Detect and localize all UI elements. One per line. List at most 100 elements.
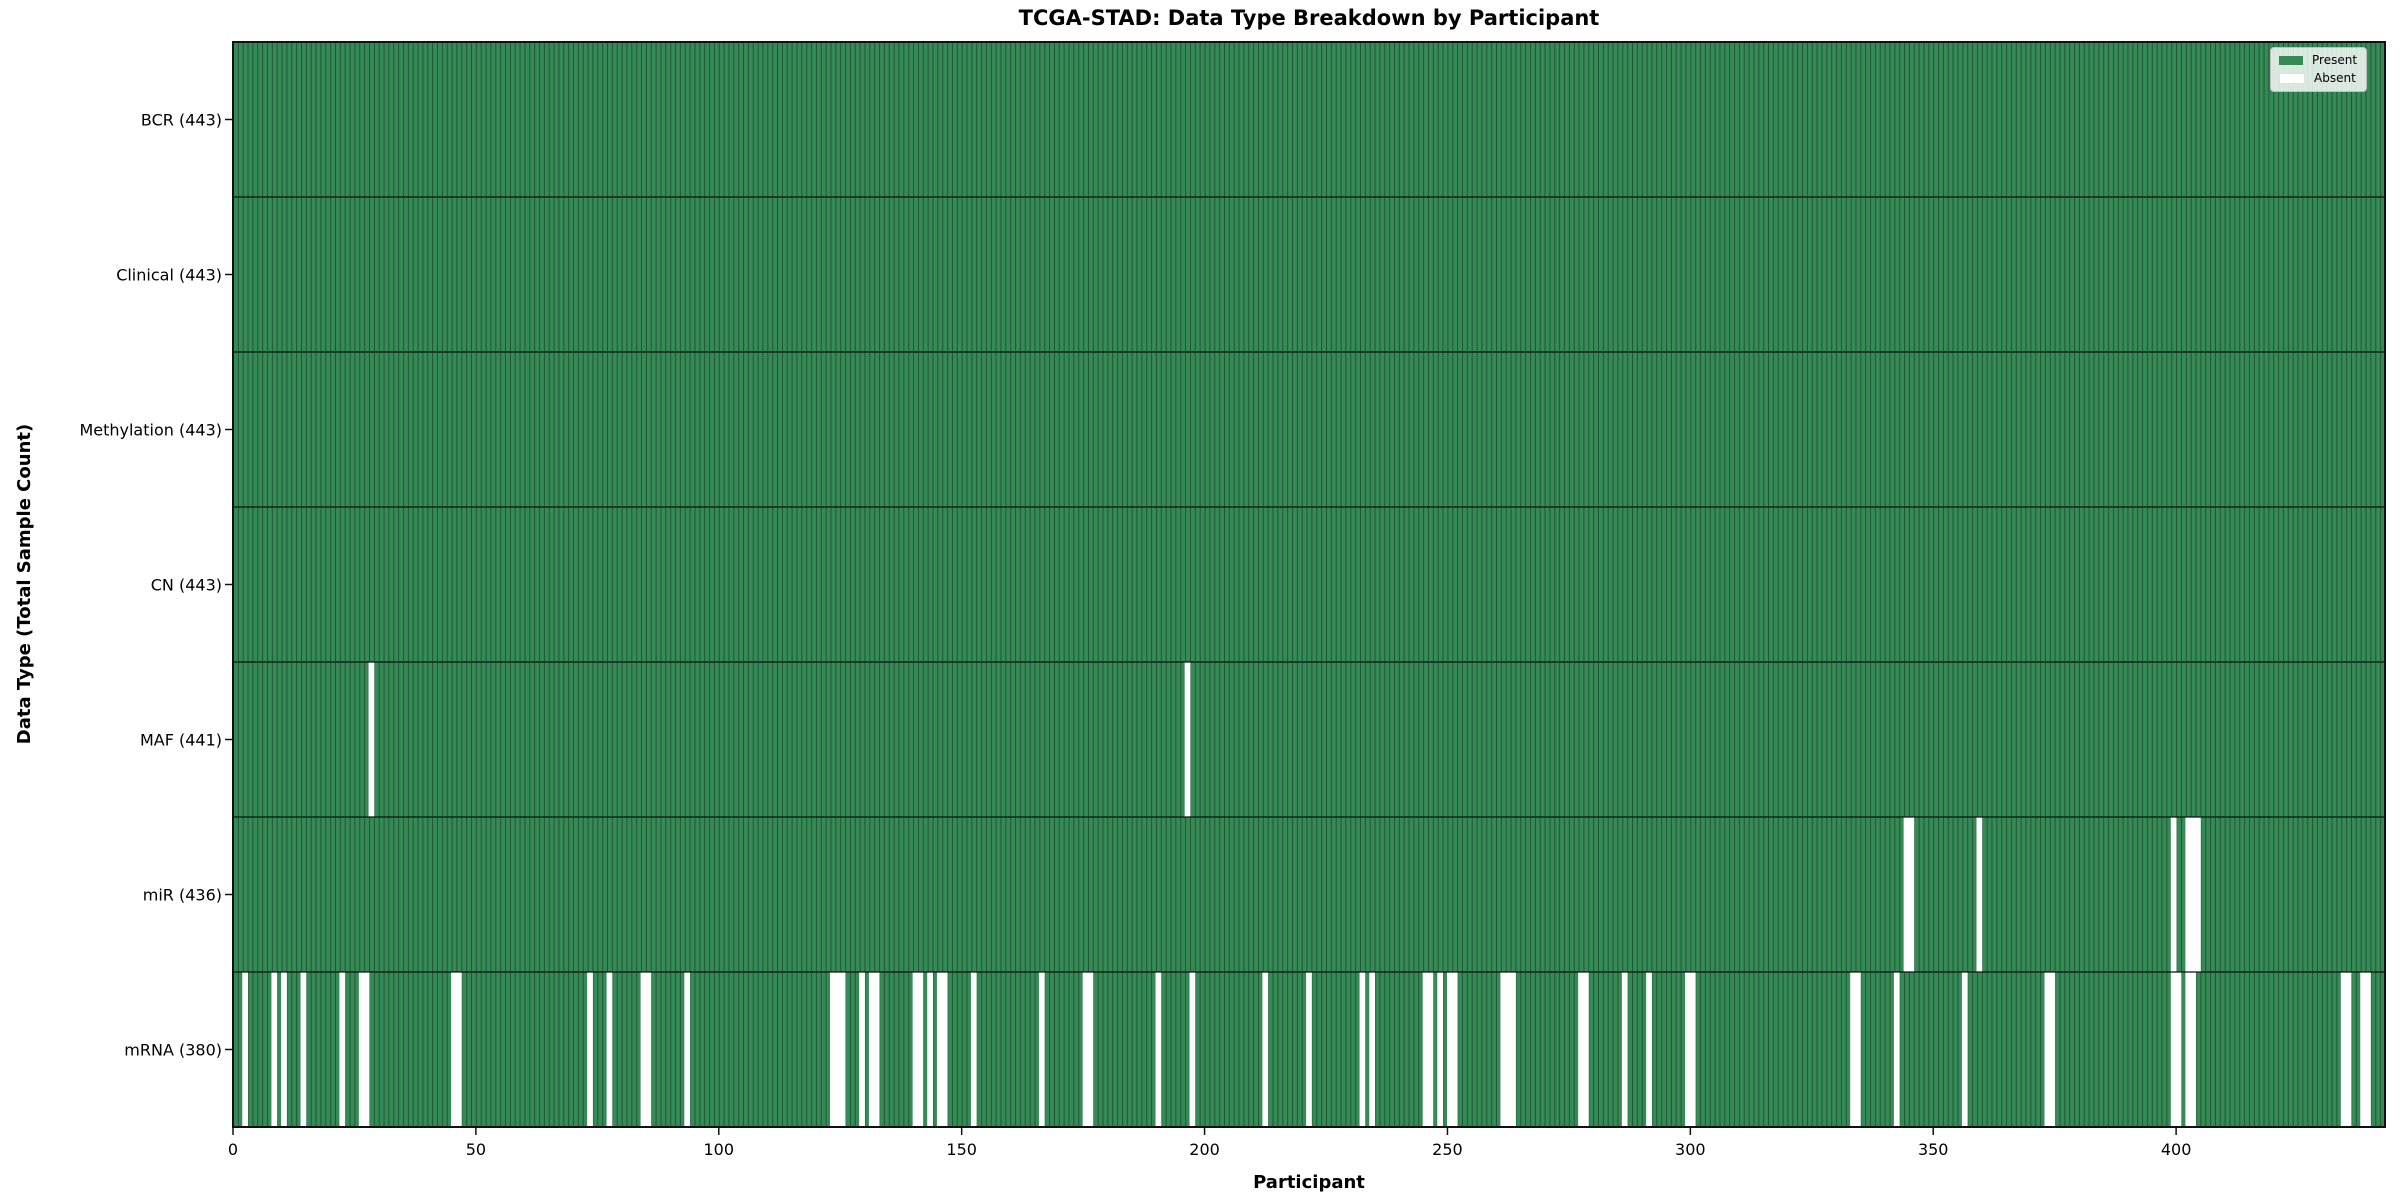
absent-stripe-mRNA-263 [1510,972,1516,1127]
absent-stripe-mRNA-26 [358,972,365,1127]
x-tick-label-300: 300 [1675,1140,1706,1159]
x-axis-label: Participant [1253,1172,1365,1193]
plot-area [225,41,2386,1135]
absent-stripe-mRNA-342 [1893,972,1900,1127]
absent-stripe-mRNA-93 [684,972,691,1127]
absent-stripe-MAF-196 [1184,662,1191,817]
absent-stripe-mRNA-262 [1505,972,1512,1127]
absent-stripe-miR-359 [1976,817,1983,972]
absent-stripe-mRNA-403 [2190,972,2196,1127]
absent-stripe-mRNA-2 [242,972,249,1127]
legend-label-present: Present [2312,53,2358,67]
absent-stripe-mRNA-197 [1189,972,1196,1127]
absent-stripe-mRNA-439 [2365,972,2371,1127]
absent-stripe-miR-344 [1903,817,1910,972]
absent-stripe-mRNA-333 [1850,972,1856,1127]
absent-stripe-mRNA-77 [606,972,613,1127]
absent-stripe-mRNA-373 [2044,972,2051,1127]
absent-stripe-mRNA-143 [927,972,933,1127]
y-tick-label-CN: CN (443) [150,575,222,594]
x-tick-label-250: 250 [1432,1140,1463,1159]
absent-stripe-mRNA-291 [1646,972,1652,1127]
y-tick-label-mRNA: mRNA (380) [124,1040,222,1059]
absent-stripe-mRNA-73 [587,972,593,1127]
absent-stripe-mRNA-166 [1038,972,1045,1127]
legend: Present Absent [2270,47,2368,92]
absent-stripe-mRNA-245 [1422,972,1429,1127]
absent-stripe-mRNA-85 [645,972,652,1127]
absent-stripe-mRNA-399 [2170,972,2177,1127]
absent-swatch [2279,73,2305,84]
absent-stripe-mRNA-46 [456,972,462,1127]
absent-stripe-mRNA-402 [2185,972,2192,1127]
absent-stripe-mRNA-374 [2049,972,2056,1127]
absent-stripe-mRNA-84 [640,972,647,1127]
present-swatch [2279,56,2303,65]
absent-stripe-mRNA-141 [917,972,924,1127]
absent-stripe-mRNA-300 [1689,972,1696,1127]
absent-stripe-mRNA-356 [1961,972,1968,1127]
x-tick-label-400: 400 [2160,1140,2192,1159]
absent-stripe-mRNA-435 [2345,972,2352,1127]
absent-stripe-miR-402 [2185,817,2192,972]
absent-stripe-miR-404 [2195,817,2201,972]
absent-stripe-mRNA-140 [912,972,919,1127]
absent-stripe-miR-345 [1908,817,1915,972]
absent-stripe-MAF-28 [368,662,375,817]
absent-stripe-mRNA-221 [1306,972,1312,1127]
legend-item-absent: Absent [2279,72,2357,85]
absent-stripe-mRNA-438 [2360,972,2367,1127]
absent-stripe-mRNA-146 [941,972,948,1127]
y-tick-label-BCR: BCR (443) [140,110,222,129]
absent-stripe-mRNA-251 [1451,972,1458,1127]
y-tick-label-Clinical: Clinical (443) [116,265,222,284]
absent-stripe-mRNA-246 [1427,972,1434,1127]
absent-stripe-mRNA-190 [1155,972,1162,1127]
chart-title: TCGA-STAD: Data Type Breakdown by Partic… [1018,6,1600,30]
x-tick-label-200: 200 [1189,1140,1220,1159]
presence-matrix [225,41,2386,1135]
x-tick-label-350: 350 [1917,1140,1949,1159]
x-tick-label-0: 0 [227,1140,239,1159]
absent-stripe-mRNA-22 [339,972,346,1127]
absent-stripe-mRNA-45 [451,972,457,1127]
absent-stripe-mRNA-286 [1621,972,1628,1127]
legend-label-absent: Absent [2314,71,2356,85]
y-tick-label-miR: miR (436) [142,885,222,904]
x-tick-label-50: 50 [465,1140,487,1159]
absent-stripe-mRNA-129 [859,972,865,1127]
absent-stripe-mRNA-152 [970,972,977,1127]
y-tick-label-Methylation: Methylation (443) [79,420,222,439]
absent-stripe-mRNA-250 [1446,972,1453,1127]
absent-stripe-mRNA-234 [1369,972,1376,1127]
x-tick-label-100: 100 [703,1140,735,1159]
absent-stripe-mRNA-434 [2340,972,2347,1127]
absent-stripe-mRNA-248 [1437,972,1444,1127]
absent-stripe-mRNA-124 [834,972,841,1127]
absent-stripe-mRNA-145 [936,972,943,1127]
absent-stripe-mRNA-299 [1685,972,1691,1127]
absent-stripe-mRNA-123 [830,972,836,1127]
absent-stripe-miR-403 [2190,817,2196,972]
legend-item-present: Present [2279,54,2357,67]
absent-stripe-mRNA-261 [1500,972,1507,1127]
absent-stripe-mRNA-400 [2175,972,2182,1127]
absent-stripe-miR-399 [2170,817,2177,972]
absent-stripe-mRNA-334 [1855,972,1861,1127]
absent-stripe-mRNA-278 [1583,972,1589,1127]
absent-stripe-mRNA-132 [873,972,880,1127]
x-tick-label-150: 150 [946,1140,977,1159]
absent-stripe-mRNA-27 [363,972,370,1127]
absent-stripe-mRNA-176 [1087,972,1094,1127]
y-tick-label-MAF: MAF (441) [139,730,222,749]
absent-stripe-mRNA-10 [281,972,287,1127]
absent-stripe-mRNA-131 [868,972,875,1127]
absent-stripe-mRNA-14 [300,972,307,1127]
absent-stripe-mRNA-232 [1359,972,1366,1127]
y-axis-label: Data Type (Total Sample Count) [14,423,35,745]
absent-stripe-mRNA-125 [839,972,846,1127]
absent-stripe-mRNA-8 [271,972,278,1127]
absent-stripe-mRNA-175 [1082,972,1089,1127]
absent-stripe-mRNA-212 [1262,972,1269,1127]
